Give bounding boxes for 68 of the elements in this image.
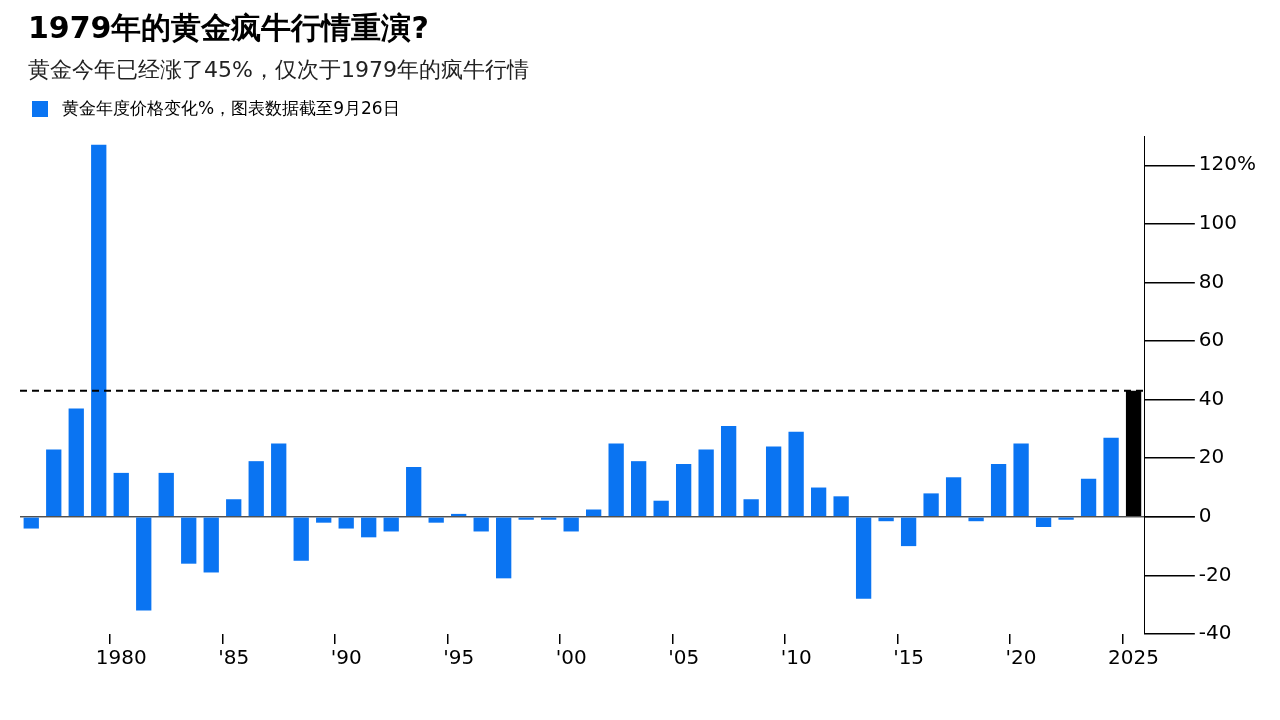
bar (361, 517, 377, 538)
x-tick-label: '05 (668, 645, 700, 670)
bar (271, 443, 287, 517)
bar (810, 487, 827, 517)
y-tick-label: 20 (1198, 444, 1225, 469)
y-tick-label: 120% (1198, 151, 1257, 176)
bar (676, 464, 692, 517)
bar (473, 517, 489, 532)
bar (203, 517, 219, 573)
bar (541, 517, 557, 520)
bar (383, 517, 399, 532)
y-tick-label: -20 (1198, 561, 1232, 586)
y-tick-label: -40 (1198, 620, 1232, 645)
x-tick-label: '20 (1005, 645, 1037, 670)
bar (23, 517, 39, 529)
bar (563, 517, 579, 532)
bar (496, 517, 512, 579)
bar (1058, 517, 1074, 520)
bar (855, 517, 872, 599)
legend-label: 黄金年度价格变化%，图表数据截至9月26日 (62, 97, 400, 120)
bar (608, 443, 624, 517)
bar (990, 464, 1007, 517)
bar (923, 493, 939, 517)
bar (451, 513, 467, 517)
bar (1103, 437, 1119, 517)
bar (136, 517, 152, 611)
bar (720, 426, 737, 517)
bar (46, 449, 62, 517)
x-tick-label: '90 (330, 645, 362, 670)
y-tick-label: 60 (1198, 327, 1225, 352)
chart-subtitle: 黄金今年已经涨了45%，仅次于1979年的疯牛行情 (28, 56, 530, 84)
x-tick-label: '95 (443, 645, 475, 670)
bar (316, 517, 332, 523)
bar (113, 472, 129, 517)
bar (833, 496, 849, 517)
bar (518, 517, 534, 520)
bar (900, 517, 917, 547)
x-tick-label: 1980 (95, 645, 147, 670)
x-tick-label: '00 (555, 645, 587, 670)
x-tick-label: '15 (893, 645, 925, 670)
bar (406, 467, 422, 517)
bar (743, 499, 759, 517)
bar (653, 500, 669, 517)
bar (765, 446, 782, 517)
bar (945, 477, 962, 517)
x-tick-label: '85 (218, 645, 250, 670)
bar (181, 517, 197, 564)
bar (248, 461, 264, 517)
y-tick-label: 80 (1198, 268, 1225, 293)
chart-title: 1979年的黄金疯牛行情重演? (28, 9, 430, 47)
x-tick-label: '10 (780, 645, 812, 670)
bar (1035, 517, 1052, 528)
bar (1080, 478, 1097, 517)
bar (68, 408, 84, 517)
y-tick-label: 100 (1198, 210, 1238, 235)
x-tick-label: 2025 (1108, 645, 1160, 670)
bar (698, 449, 714, 517)
bar (1013, 443, 1029, 517)
bar (158, 472, 174, 517)
bar (226, 499, 242, 517)
y-tick-label: 40 (1198, 385, 1225, 410)
bar (788, 431, 804, 517)
bar (631, 461, 647, 517)
bar (428, 517, 444, 523)
bar (91, 144, 107, 517)
bar (338, 517, 354, 529)
bar (293, 517, 309, 561)
y-tick-label: 0 (1198, 503, 1212, 528)
